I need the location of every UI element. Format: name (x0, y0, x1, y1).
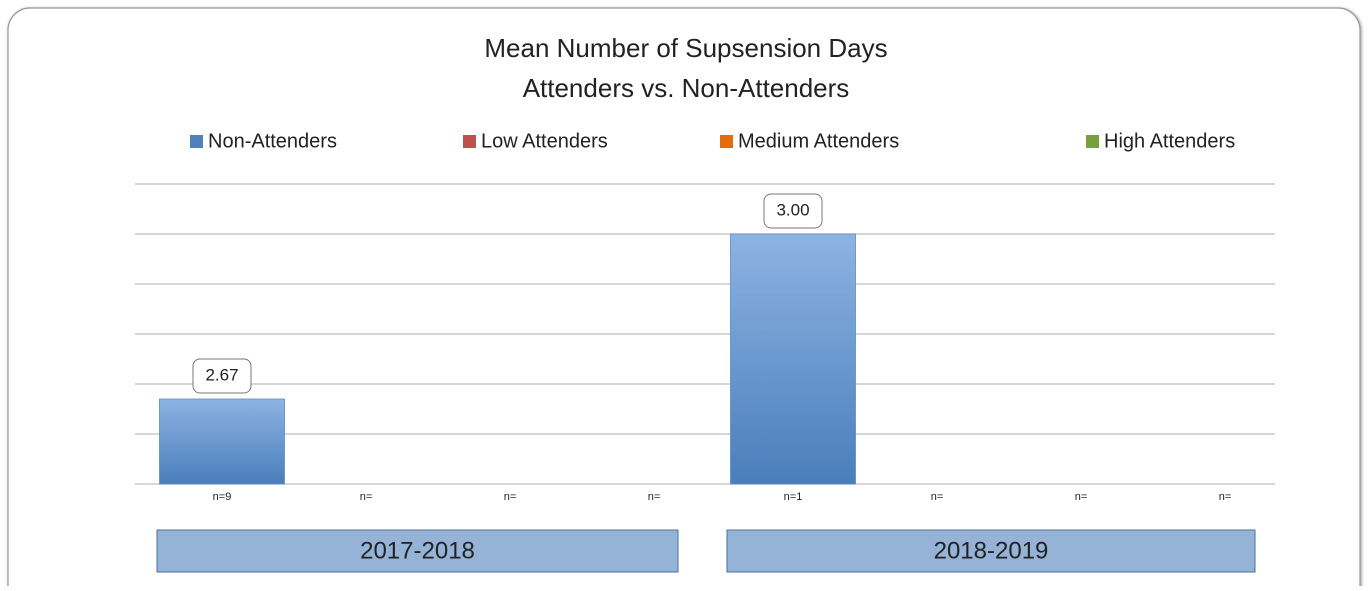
data-label: 2.67 (205, 365, 238, 384)
group-label: 2018-2019 (934, 537, 1049, 564)
legend-label: High Attenders (1104, 130, 1235, 152)
n-label: n= (360, 491, 373, 503)
data-label-box (192, 358, 252, 394)
bar (730, 233, 856, 485)
n-label: n=9 (213, 491, 232, 503)
n-label: n= (504, 491, 517, 503)
group-box (726, 529, 1256, 573)
data-label-box (763, 193, 823, 229)
n-label: n= (1219, 491, 1232, 503)
n-label: n= (1075, 491, 1088, 503)
n-label: n= (931, 491, 944, 503)
bar (159, 398, 285, 485)
chart-title: Attenders vs. Non-Attenders (523, 73, 850, 103)
legend-swatch (1086, 135, 1099, 148)
group-box (156, 529, 679, 573)
legend-swatch (463, 135, 476, 148)
chart-title: Mean Number of Supsension Days (484, 33, 887, 63)
data-label: 3.00 (776, 200, 809, 219)
legend-swatch (720, 135, 733, 148)
legend-label: Low Attenders (481, 130, 608, 152)
legend-label: Medium Attenders (738, 130, 899, 152)
n-label: n=1 (784, 491, 803, 503)
legend-swatch (190, 135, 203, 148)
legend-label: Non-Attenders (208, 130, 337, 152)
group-label: 2017-2018 (360, 537, 475, 564)
card (7, 7, 1361, 591)
n-label: n= (648, 491, 661, 503)
